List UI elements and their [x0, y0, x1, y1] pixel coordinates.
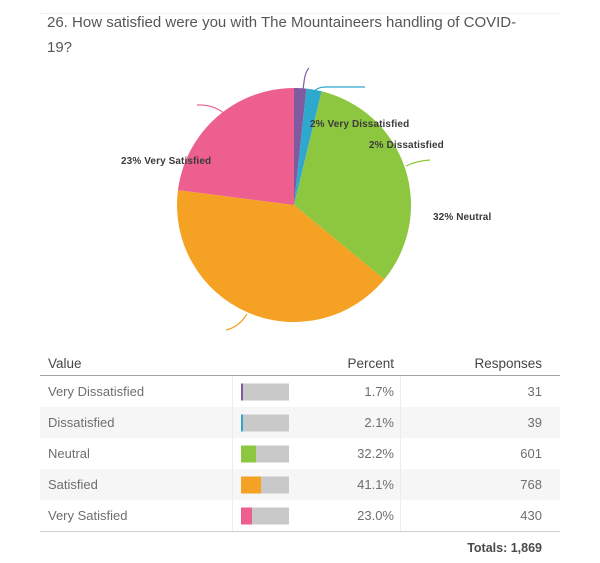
header-value: Value	[48, 356, 82, 371]
row-value: Very Satisfied	[48, 508, 128, 523]
row-value: Dissatisfied	[48, 415, 115, 430]
pie-chart-svg	[176, 67, 431, 331]
leader-line-very-satisfied	[196, 104, 231, 120]
header-responses: Responses	[474, 356, 542, 371]
percent-bar-fill	[241, 476, 261, 493]
top-divider	[40, 13, 560, 14]
totals-row: Totals: 1,869	[40, 531, 560, 555]
table-row: Dissatisfied 2.1% 39	[40, 407, 560, 438]
row-percent-cell: 32.2%	[232, 438, 400, 469]
pie-chart-area: 2% Very Dissatisfied 2% Dissatisfied 32%…	[0, 56, 600, 392]
callout-very-dissatisfied: 2% Very Dissatisfied	[310, 119, 410, 130]
header-percent: Percent	[347, 356, 394, 371]
leader-line-neutral	[405, 159, 431, 167]
callout-very-satisfied: 23% Very Satisfied	[121, 156, 212, 167]
row-percent: 2.1%	[364, 415, 394, 430]
percent-bar	[241, 445, 289, 462]
pie-slice-satisfied[interactable]	[176, 190, 385, 323]
row-percent-cell: 2.1%	[232, 407, 400, 438]
row-responses: 768	[400, 469, 560, 500]
row-percent: 1.7%	[364, 384, 394, 399]
pie-slice-very-dissatisfied[interactable]	[294, 88, 307, 205]
row-value: Very Dissatisfied	[48, 384, 145, 399]
pie-slice-dissatisfied[interactable]	[294, 88, 322, 205]
pie-slices	[176, 88, 411, 323]
percent-bar	[241, 507, 289, 524]
row-responses: 430	[400, 500, 560, 531]
row-responses: 31	[400, 376, 560, 407]
row-value: Satisfied	[48, 477, 98, 492]
pie-slice-very-satisfied[interactable]	[177, 88, 294, 205]
row-percent: 32.2%	[357, 446, 394, 461]
row-responses: 39	[400, 407, 560, 438]
callout-dissatisfied: 2% Dissatisfied	[369, 140, 444, 151]
leader-line-dissatisfied	[313, 86, 365, 93]
table-row: Neutral 32.2% 601	[40, 438, 560, 469]
question-title: 26. How satisfied were you with The Moun…	[47, 14, 517, 56]
row-percent: 23.0%	[357, 508, 394, 523]
pie-slice-neutral[interactable]	[294, 91, 411, 280]
results-table: Value Percent Responses Very Dissatisfie…	[40, 352, 560, 555]
row-percent-cell: 1.7%	[232, 376, 400, 407]
row-value: Neutral	[48, 446, 90, 461]
callout-neutral: 32% Neutral	[433, 212, 492, 223]
leader-line-very-dissatisfied	[302, 67, 310, 92]
leader-line-satisfied	[225, 313, 248, 331]
row-percent: 41.1%	[357, 477, 394, 492]
percent-bar-fill	[241, 445, 257, 462]
percent-bar	[241, 414, 289, 431]
percent-bar	[241, 476, 289, 493]
row-percent-cell: 41.1%	[232, 469, 400, 500]
row-percent-cell: 23.0%	[232, 500, 400, 531]
table-body: Very Dissatisfied 1.7% 31 Dissatisfied 2.1% 3…	[40, 376, 560, 531]
table-row: Very Dissatisfied 1.7% 31	[40, 376, 560, 407]
percent-bar-fill	[241, 507, 253, 524]
percent-bar-fill	[241, 414, 243, 431]
table-row: Very Satisfied 23.0% 430	[40, 500, 560, 531]
percent-bar-fill	[241, 383, 243, 400]
row-responses: 601	[400, 438, 560, 469]
table-header-row: Value Percent Responses	[40, 352, 560, 376]
percent-bar	[241, 383, 289, 400]
table-row: Satisfied 41.1% 768	[40, 469, 560, 500]
